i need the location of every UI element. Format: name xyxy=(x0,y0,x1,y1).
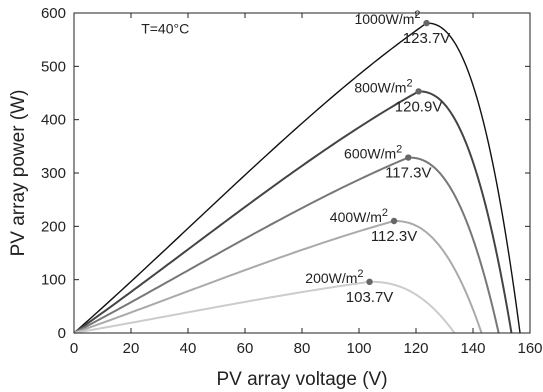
series-line xyxy=(73,280,456,334)
x-tick-label: 160 xyxy=(517,340,542,357)
x-tick-label: 20 xyxy=(123,340,140,357)
mpp-point xyxy=(423,19,430,27)
series-line xyxy=(73,219,483,334)
mpp-point xyxy=(390,217,398,225)
y-tick-label: 0 xyxy=(58,325,66,342)
y-tick-label: 500 xyxy=(41,58,66,75)
series-labels: 1000W/m2 123.7V 800W/m2 120.9V 600W/m2 117.3V… xyxy=(305,9,450,306)
temperature-annotation: T=40°C xyxy=(141,20,189,36)
y-tick-label: 600 xyxy=(41,5,66,22)
x-tick-label: 120 xyxy=(403,340,428,357)
x-axis-title: PV array voltage (V) xyxy=(216,369,387,390)
irradiance-label: 200W/m2 xyxy=(305,268,363,286)
irradiance-label: 1000W/m2 xyxy=(354,9,420,27)
mpp-voltage-label: 120.9V xyxy=(395,98,443,115)
mpp-voltage-label: 117.3V xyxy=(385,165,431,182)
mpp-voltage-label: 112.3V xyxy=(371,228,417,245)
x-tick-label: 100 xyxy=(346,340,371,357)
x-tick-label: 0 xyxy=(70,340,78,357)
x-tick-label: 60 xyxy=(237,340,254,357)
x-tick-label: 140 xyxy=(460,340,485,357)
x-tick-label: 80 xyxy=(294,340,311,357)
y-tick-label: 300 xyxy=(41,165,66,182)
y-tick-label: 100 xyxy=(41,272,66,289)
y-axis-title: PV array power (W) xyxy=(8,90,29,257)
y-tick-label: 200 xyxy=(41,218,66,235)
y-axis-ticks: 0 100 200 300 400 500 600 xyxy=(41,5,530,342)
x-tick-label: 40 xyxy=(180,340,197,357)
y-tick-label: 400 xyxy=(41,112,66,129)
irradiance-label: 800W/m2 xyxy=(354,77,412,95)
series-line xyxy=(73,22,521,334)
mpp-voltage-label: 123.7V xyxy=(403,30,451,47)
mpp-point xyxy=(415,88,422,95)
curves-layer xyxy=(73,22,521,334)
series-line xyxy=(73,156,500,334)
irradiance-label: 400W/m2 xyxy=(330,207,388,225)
mpp-point xyxy=(405,154,412,161)
series-line xyxy=(73,90,513,334)
mpp-voltage-label: 103.7V xyxy=(346,289,394,306)
x-axis-ticks: 0 20 40 60 80 100 120 140 160 xyxy=(70,13,543,357)
irradiance-label: 600W/m2 xyxy=(344,144,402,162)
mpp-point xyxy=(366,278,373,285)
